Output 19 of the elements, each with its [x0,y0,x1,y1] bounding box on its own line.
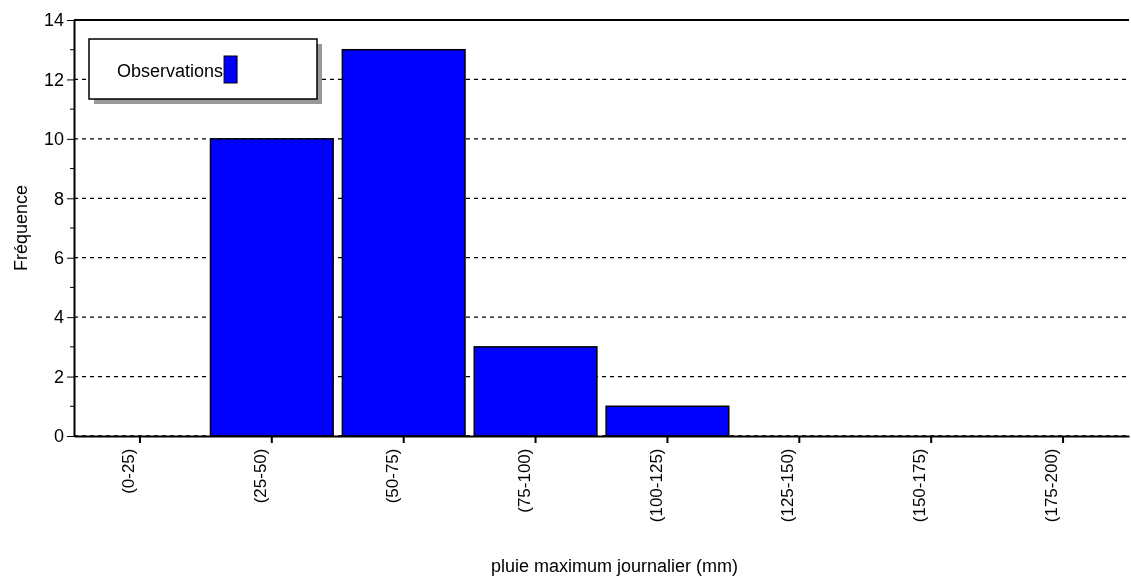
x-axis-title: pluie maximum journalier (mm) [490,556,739,576]
x-tick-label: (150-175) [910,448,930,523]
y-tick-label: 0 [53,426,64,447]
y-tick-label: 10 [43,129,64,150]
y-tick-label: 6 [53,247,64,268]
x-tick-label: (25-50) [250,448,270,504]
y-tick-label: 14 [43,10,64,31]
x-tick-label: (50-75) [382,448,402,504]
y-tick-label: 2 [53,366,64,387]
x-tick-label: (0-25) [118,448,138,494]
y-tick-label: 4 [53,307,64,328]
x-tick-label: (125-150) [778,448,798,523]
y-tick-label: 8 [53,188,64,209]
y-tick-label: 12 [43,69,64,90]
x-tick-label: (175-200) [1042,448,1062,523]
legend-label: Observations [117,61,224,81]
x-tick-label: (100-125) [646,448,666,523]
x-tick-label: (75-100) [514,448,534,513]
y-axis-title: Fréquence [11,184,31,272]
